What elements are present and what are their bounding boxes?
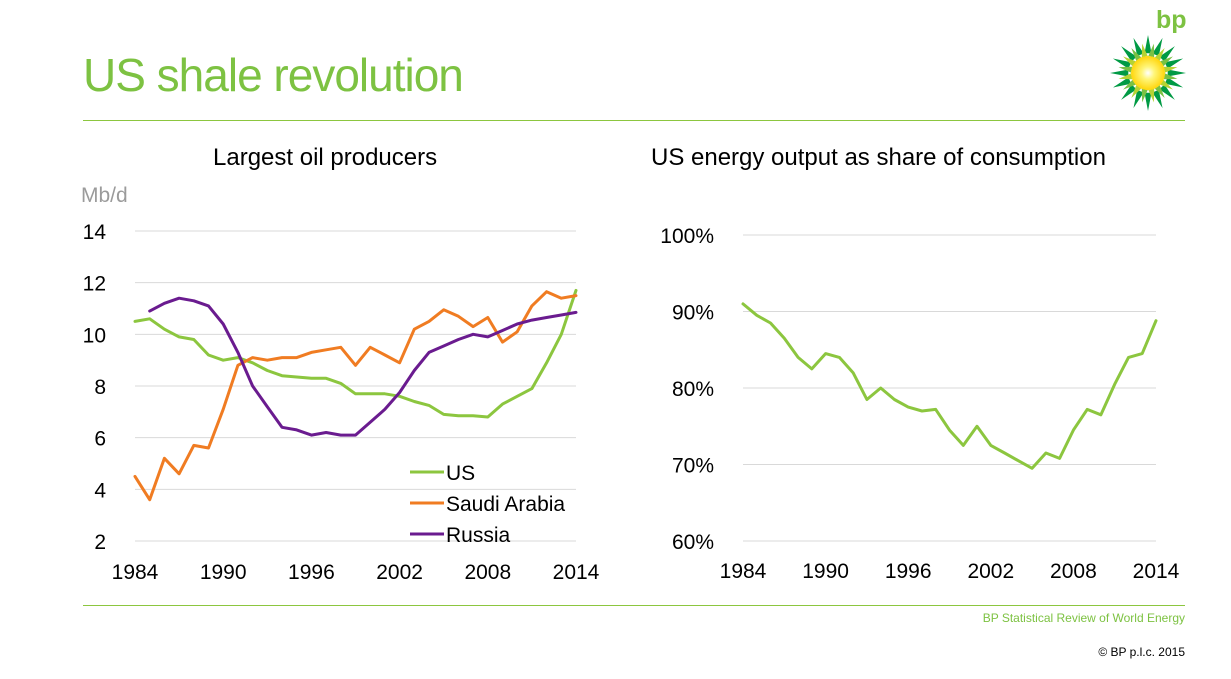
series-line-us [741,302,1158,470]
y-tick-label: 100% [660,225,714,248]
y-tick-label: 70% [672,455,714,478]
chart2-title: US energy output as share of consumption [651,144,1106,171]
x-tick-label: 1996 [288,561,335,584]
page-title: US shale revolution [83,49,464,101]
legend-label: Saudi Arabia [446,493,565,516]
source-note: BP Statistical Review of World Energy [982,611,1185,625]
x-tick-label: 1990 [200,561,247,584]
y-tick-label: 60% [672,531,714,554]
y-tick-label: 8 [94,376,106,399]
x-tick-label: 1984 [720,560,767,583]
oil-producers-chart: 2 4 6 8 10 12 14 1984 1990 1996 2002 2008 2014 Mb/d US… [81,184,600,584]
bp-helios-logo-icon [1110,35,1186,111]
header-divider [83,120,1185,121]
y-tick-label: 2 [94,531,106,554]
legend-label: Russia [446,524,511,547]
series-line-russia [148,296,578,437]
y-tick-label: 90% [672,302,714,325]
x-tick-label: 2008 [1050,560,1097,583]
series-line-saudi-arabia [133,290,578,502]
y-axis-unit: Mb/d [81,184,128,207]
y-tick-label: 4 [94,479,106,502]
footer-divider [83,605,1185,606]
x-tick-label: 2014 [553,561,600,584]
y-tick-label: 80% [672,378,714,401]
x-tick-label: 2014 [1133,560,1180,583]
legend-label: US [446,462,475,485]
y-tick-label: 14 [83,221,107,244]
chart1-title: Largest oil producers [213,144,438,171]
logo-text: bp [1156,6,1187,34]
x-tick-label: 2008 [464,561,511,584]
energy-share-chart: 60% 70% 80% 90% 100% 1984 1990 1996 2002 2008 2014 [660,225,1180,583]
x-tick-label: 2002 [967,560,1014,583]
y-tick-label: 10 [83,324,106,347]
x-tick-label: 1984 [112,561,159,584]
y-tick-label: 12 [83,273,106,296]
x-tick-label: 2002 [376,561,423,584]
x-tick-label: 1990 [802,560,849,583]
series-line-us [133,288,578,419]
copyright-note: © BP p.l.c. 2015 [1098,645,1185,659]
y-tick-label: 6 [94,428,106,451]
x-tick-label: 1996 [885,560,932,583]
